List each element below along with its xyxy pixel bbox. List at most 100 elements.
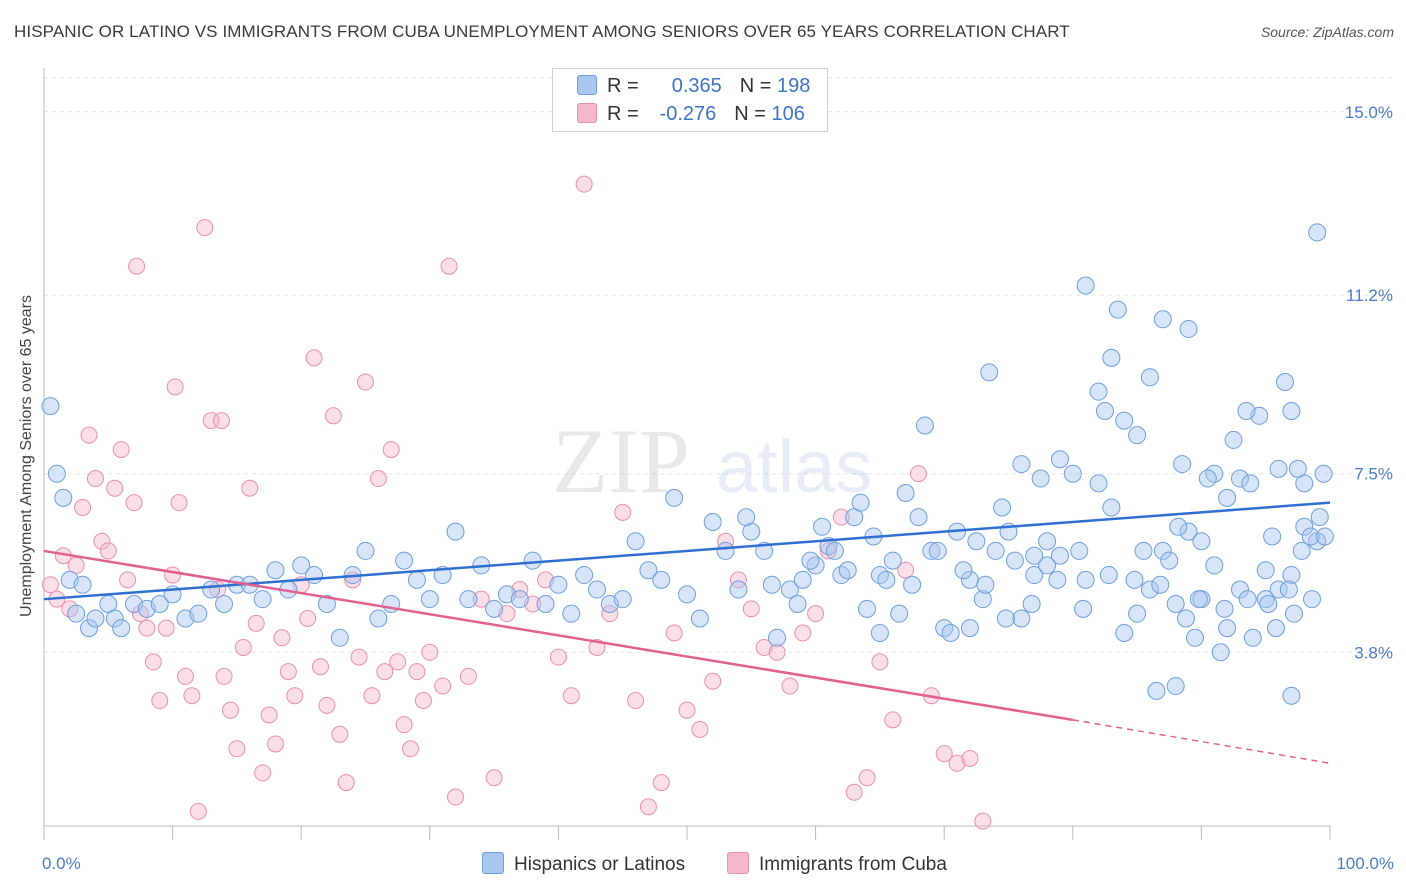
data-point-cuba xyxy=(652,774,670,792)
data-point-hispanic xyxy=(838,561,857,580)
data-point-hispanic xyxy=(1166,595,1185,614)
data-point-hispanic xyxy=(1102,348,1121,367)
data-point-hispanic xyxy=(266,561,285,580)
data-point-hispanic xyxy=(1301,527,1320,546)
data-point-hispanic xyxy=(922,541,941,560)
data-point-hispanic xyxy=(1308,223,1327,242)
chart-title: HISPANIC OR LATINO VS IMMIGRANTS FROM CU… xyxy=(14,22,1070,41)
data-point-hispanic xyxy=(1282,401,1301,420)
legend-n-value: 106 xyxy=(771,103,805,125)
x-tick-min: 0.0% xyxy=(42,854,81,873)
data-point-hispanic xyxy=(536,595,555,614)
data-point-hispanic xyxy=(1140,368,1159,387)
data-point-cuba xyxy=(74,498,92,516)
data-point-hispanic xyxy=(1076,570,1095,589)
data-point-hispanic xyxy=(883,551,902,570)
data-point-cuba xyxy=(395,716,413,734)
data-point-cuba xyxy=(119,571,137,589)
data-point-hispanic xyxy=(1292,541,1311,560)
data-point-cuba xyxy=(183,687,201,705)
data-point-hispanic xyxy=(305,566,324,585)
data-point-cuba xyxy=(819,542,837,560)
data-point-cuba xyxy=(601,605,619,623)
data-point-hispanic xyxy=(1198,469,1217,488)
data-point-hispanic xyxy=(1166,677,1185,696)
data-point-cuba xyxy=(176,667,194,685)
trend-line-cuba xyxy=(43,549,1074,722)
data-point-cuba xyxy=(93,532,111,550)
data-point-cuba xyxy=(80,426,98,444)
legend-n-value: 198 xyxy=(777,75,811,97)
data-point-cuba xyxy=(286,687,304,705)
data-point-hispanic xyxy=(54,488,73,507)
series-cuba xyxy=(41,175,992,830)
data-point-hispanic xyxy=(1173,455,1192,474)
data-point-hispanic xyxy=(1050,450,1069,469)
data-point-cuba xyxy=(858,769,876,787)
data-point-hispanic xyxy=(996,609,1015,628)
data-point-hispanic xyxy=(1310,508,1329,527)
y-tick-label: 3.8% xyxy=(1354,643,1393,662)
data-point-hispanic xyxy=(1169,517,1188,536)
y-axis-title: Unemployment Among Seniors over 65 years xyxy=(18,295,35,617)
legend-swatch-pink xyxy=(577,103,597,123)
data-point-cuba xyxy=(324,407,342,425)
data-point-hispanic xyxy=(729,580,748,599)
data-point-hispanic xyxy=(1269,459,1288,478)
data-point-hispanic xyxy=(1038,532,1057,551)
data-point-hispanic xyxy=(1038,556,1057,575)
data-point-cuba xyxy=(189,803,207,821)
data-point-hispanic xyxy=(1279,580,1298,599)
data-point-hispanic xyxy=(825,541,844,560)
data-point-cuba xyxy=(845,783,863,801)
data-point-hispanic xyxy=(1282,686,1301,705)
data-point-hispanic xyxy=(1153,541,1172,560)
data-point-hispanic xyxy=(690,609,709,628)
data-point-hispanic xyxy=(587,580,606,599)
data-point-cuba xyxy=(472,590,490,608)
legend-row-hispanic: R = 0.365 N = 198 xyxy=(577,75,810,98)
data-point-hispanic xyxy=(903,575,922,594)
data-point-cuba xyxy=(212,412,230,430)
data-point-cuba xyxy=(948,754,966,772)
data-point-cuba xyxy=(794,624,812,642)
data-point-hispanic xyxy=(1025,566,1044,585)
data-point-cuba xyxy=(166,378,184,396)
data-point-hispanic xyxy=(780,580,799,599)
data-point-hispanic xyxy=(928,541,947,560)
data-point-hispanic xyxy=(1259,595,1278,614)
data-point-hispanic xyxy=(915,416,934,435)
data-point-cuba xyxy=(196,219,214,237)
data-point-hispanic xyxy=(292,556,311,575)
data-point-cuba xyxy=(382,441,400,459)
data-point-hispanic xyxy=(1125,570,1144,589)
legend-swatch-blue xyxy=(482,852,504,874)
data-point-cuba xyxy=(279,663,297,681)
data-point-hispanic xyxy=(1269,580,1288,599)
data-point-cuba xyxy=(974,812,992,830)
trend-line-hispanic xyxy=(43,501,1331,601)
data-point-hispanic xyxy=(737,508,756,527)
data-point-hispanic xyxy=(202,580,221,599)
data-point-cuba xyxy=(311,658,329,676)
data-point-hispanic xyxy=(1215,599,1234,618)
data-point-hispanic xyxy=(1205,556,1224,575)
data-point-hispanic xyxy=(523,551,542,570)
data-point-cuba xyxy=(273,629,291,647)
data-point-hispanic xyxy=(1160,551,1179,570)
data-point-hispanic xyxy=(1179,319,1198,338)
data-point-cuba xyxy=(234,638,252,656)
data-point-cuba xyxy=(549,648,567,666)
data-point-hispanic xyxy=(73,575,92,594)
data-point-hispanic xyxy=(215,595,234,614)
axes xyxy=(43,68,1331,840)
data-point-cuba xyxy=(768,643,786,661)
data-point-hispanic xyxy=(446,522,465,541)
data-point-hispanic xyxy=(806,556,825,575)
data-point-cuba xyxy=(247,614,265,632)
data-point-cuba xyxy=(434,677,452,695)
data-point-cuba xyxy=(781,677,799,695)
data-point-cuba xyxy=(447,788,465,806)
data-point-cuba xyxy=(639,798,657,816)
data-point-cuba xyxy=(138,619,156,637)
